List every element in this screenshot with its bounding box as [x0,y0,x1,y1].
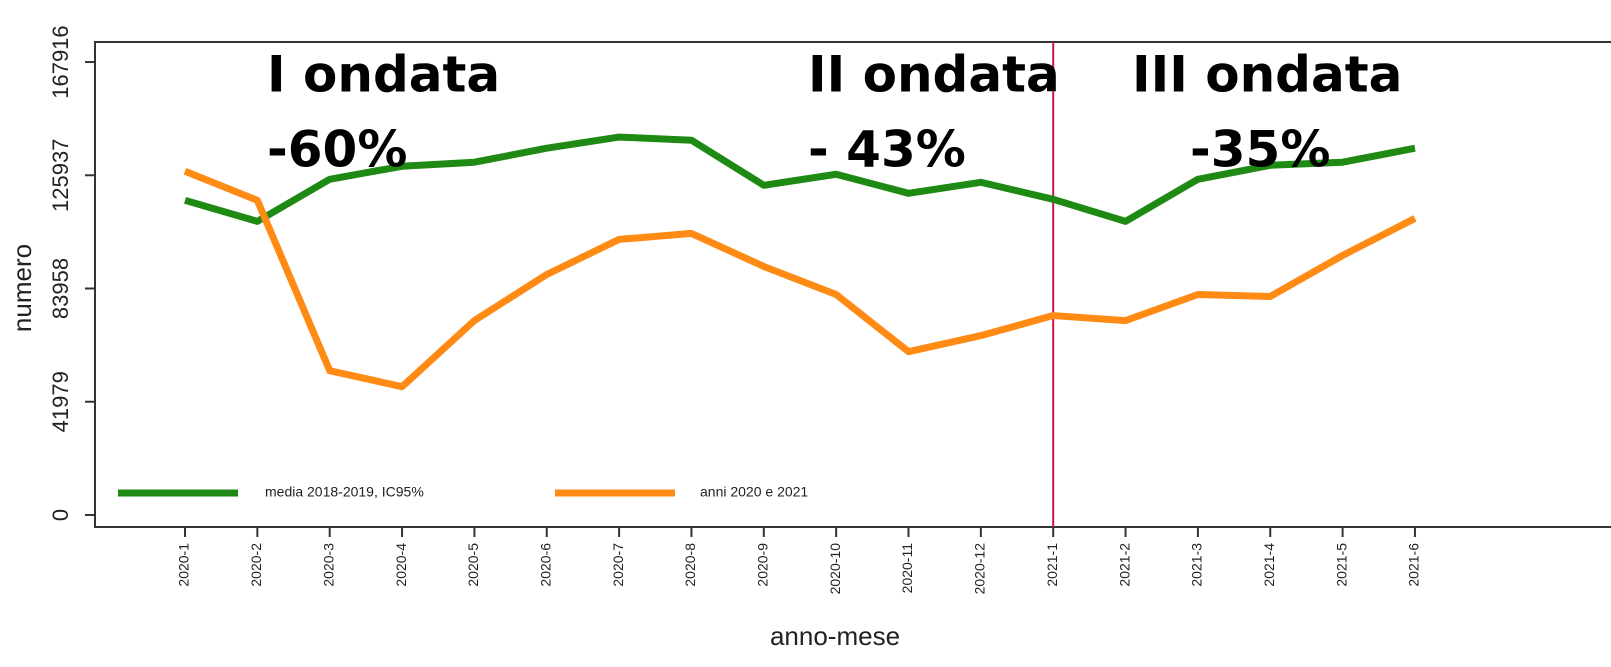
annotation: II ondata [808,46,1060,104]
series-line [184,133,1416,225]
x-tick-label: 2020-8 [682,543,698,587]
legend-label: media 2018-2019, IC95% [265,484,424,500]
y-tick-label: 0 [48,509,73,521]
plot-frame [94,41,1611,528]
series-line [183,168,1417,391]
x-tick-label: 2020-3 [320,543,336,587]
x-tick-label: 2020-7 [610,543,626,587]
x-axis-title: anno-mese [770,621,900,651]
y-tick-label: 83958 [48,258,73,319]
annotation: -35% [1190,121,1330,179]
x-tick-label: 2021-6 [1406,543,1422,587]
x-tick-label: 2020-1 [176,543,192,587]
y-tick-label: 125937 [48,139,73,212]
x-tick-label: 2021-3 [1189,543,1205,587]
x-tick-label: 2021-2 [1116,543,1132,587]
x-tick-label: 2020-10 [827,543,843,595]
annotation: -60% [267,121,407,179]
annotation: - 43% [808,121,966,179]
x-tick-label: 2021-4 [1261,543,1277,587]
x-tick-label: 2020-2 [248,543,264,587]
y-tick-label: 167916 [48,25,73,98]
x-tick-label: 2020-4 [393,543,409,587]
annotation: III ondata [1132,46,1402,104]
x-tick-label: 2020-6 [537,543,553,587]
annotation: I ondata [267,46,500,104]
x-tick-label: 2020-12 [972,543,988,595]
x-tick-label: 2020-9 [755,543,771,587]
legend-label: anni 2020 e 2021 [700,484,808,500]
y-axis-title: numero [7,244,37,332]
x-tick-label: 2020-11 [899,543,915,594]
x-tick-label: 2021-5 [1333,543,1349,587]
y-tick-label: 41979 [48,371,73,432]
x-tick-label: 2021-1 [1044,543,1060,587]
x-tick-label: 2020-5 [465,543,481,587]
